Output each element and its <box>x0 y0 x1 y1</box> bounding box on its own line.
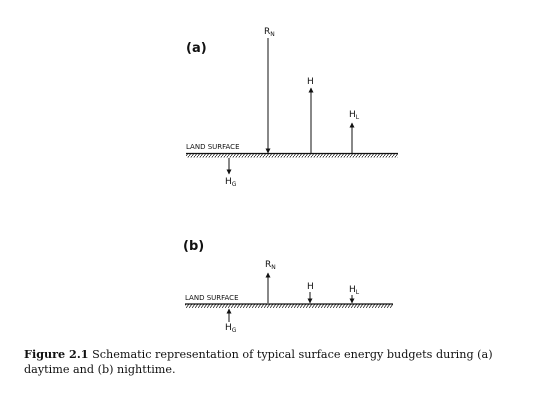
panel-b-surface-label: LAND SURFACE <box>185 294 239 302</box>
panel-b-hg-label: HG <box>225 323 237 334</box>
panel-a-label: (a) <box>186 41 207 56</box>
panel-a-hg-label: HG <box>225 177 237 188</box>
panel-b-h-label: H <box>307 282 314 292</box>
figure-caption: Figure 2.1 Schematic representation of t… <box>24 347 529 377</box>
panel-a-h-label: H <box>307 77 314 87</box>
panel-a-rn-label: RN <box>264 27 275 38</box>
panel-b-hl-label: HL <box>349 285 360 296</box>
panel-b-rn-label: RN <box>265 260 276 271</box>
panel-b-surface-hatching <box>185 304 393 308</box>
panel-a-surface-label: LAND SURFACE <box>186 143 240 151</box>
panel-b: (b) LAND SURFACE RN H HL HG <box>183 239 393 334</box>
figure-number: Figure 2.1 <box>24 347 89 361</box>
panel-a: (a) LAND SURFACE RN H HL HG <box>186 27 398 188</box>
panel-a-surface-hatching <box>186 153 398 158</box>
panel-a-hl-label: HL <box>349 110 360 121</box>
figure-caption-text: Schematic representation of typical surf… <box>24 348 493 376</box>
panel-b-label: (b) <box>183 239 204 254</box>
